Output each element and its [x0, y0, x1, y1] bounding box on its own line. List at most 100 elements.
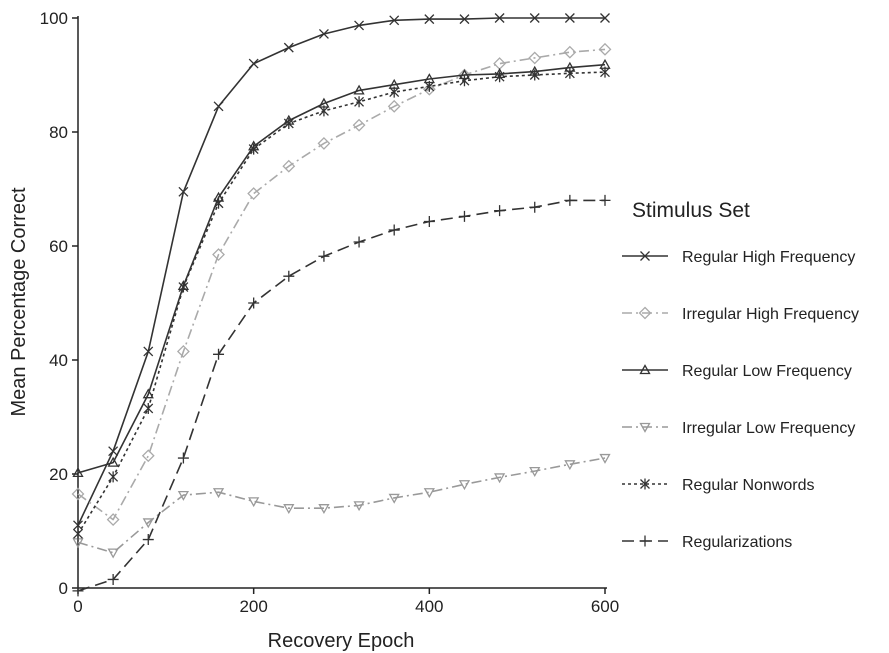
- marker-asterisk-shape: [108, 471, 119, 483]
- data-point-regular-nonwords: [143, 402, 154, 414]
- marker-plus-shape: [142, 534, 154, 546]
- data-point-regular-nonwords: [494, 71, 505, 83]
- data-point-irregular-low-frequency: [283, 504, 295, 515]
- data-point-regularizations: [599, 194, 611, 206]
- marker-x-shape: [354, 20, 365, 31]
- data-point-regularizations: [72, 585, 84, 597]
- x-tick-label: 600: [591, 597, 619, 616]
- data-point-regular-high-frequency: [213, 101, 224, 112]
- marker-diamond-shape: [563, 45, 577, 59]
- data-point-regular-low-frequency: [107, 456, 119, 467]
- legend-marker: [639, 364, 651, 375]
- data-point-regularizations: [318, 250, 330, 262]
- marker-x-shape: [143, 346, 154, 357]
- data-point-irregular-high-frequency: [422, 82, 436, 96]
- marker-diamond-shape: [176, 345, 190, 358]
- data-point-regular-nonwords: [108, 471, 119, 483]
- data-point-irregular-low-frequency: [599, 453, 611, 464]
- marker-triangle-down-shape: [283, 504, 295, 515]
- data-point-regular-high-frequency: [143, 346, 154, 357]
- legend-label: Regular Nonwords: [682, 477, 815, 494]
- marker-triangle-down-shape: [564, 460, 576, 471]
- marker-x-shape: [389, 15, 400, 26]
- marker-asterisk-shape: [283, 117, 294, 129]
- data-point-irregular-high-frequency: [352, 118, 366, 132]
- legend: Stimulus Set Regular High Frequency Irreg…: [622, 199, 859, 551]
- marker-diamond-shape: [141, 449, 155, 463]
- y-tick-label: 0: [59, 579, 68, 598]
- series-line-regular-high-frequency: [77, 17, 605, 526]
- legend-item-regular-low-frequency: Regular Low Frequency: [622, 363, 852, 380]
- data-point-irregular-high-frequency: [563, 45, 577, 59]
- marker-plus-shape: [177, 452, 189, 464]
- series-line-regularizations: [77, 199, 605, 592]
- data-point-regular-nonwords: [529, 69, 540, 81]
- marker-x-shape: [318, 29, 329, 39]
- data-point-regular-nonwords: [283, 117, 294, 129]
- legend-item-regular-nonwords: Regular Nonwords: [622, 477, 815, 494]
- series-irregular-high-frequency: [71, 42, 612, 527]
- data-point-regularizations: [107, 573, 119, 585]
- marker-triangle-up-shape: [142, 388, 154, 399]
- marker-plus-shape: [318, 250, 330, 262]
- data-point-regularizations: [248, 297, 260, 309]
- marker-plus-shape: [353, 236, 365, 248]
- marker-x-shape: [459, 14, 470, 25]
- data-point-irregular-low-frequency: [388, 493, 400, 504]
- y-tick-label: 60: [49, 237, 68, 256]
- series-regular-high-frequency: [73, 13, 610, 531]
- marker-diamond-shape: [106, 513, 120, 527]
- marker-diamond-shape: [212, 248, 225, 261]
- legend-item-irregular-high-frequency: Irregular High Frequency: [622, 306, 859, 323]
- y-tick-label: 20: [49, 465, 68, 484]
- series-regular-low-frequency: [72, 58, 611, 478]
- data-point-irregular-low-frequency: [564, 460, 576, 471]
- data-point-regular-low-frequency: [72, 467, 84, 478]
- data-point-regularizations: [142, 534, 154, 546]
- marker-diamond-shape: [422, 82, 436, 96]
- data-point-irregular-low-frequency: [529, 467, 541, 477]
- marker-triangle-down-shape: [388, 493, 400, 504]
- x-tick-label: 400: [415, 597, 443, 616]
- marker-diamond-shape: [352, 118, 366, 132]
- marker-triangle-down-shape: [493, 473, 506, 484]
- marker-x-shape: [529, 13, 540, 23]
- marker-diamond-shape: [528, 51, 542, 65]
- data-point-regular-high-frequency: [389, 15, 400, 26]
- marker-triangle-down-shape: [212, 488, 225, 499]
- series-regular-nonwords: [73, 66, 610, 540]
- data-point-regular-high-frequency: [248, 58, 259, 69]
- data-point-regular-high-frequency: [424, 14, 435, 25]
- marker-plus-shape: [213, 348, 225, 360]
- marker-x-shape: [494, 13, 505, 23]
- data-point-regular-nonwords: [178, 281, 189, 293]
- data-point-irregular-high-frequency: [212, 248, 225, 261]
- legend-marker: [640, 478, 650, 490]
- marker-x-shape: [248, 58, 259, 69]
- data-point-regularizations: [458, 210, 470, 222]
- data-point-irregular-high-frequency: [106, 513, 120, 527]
- marker-plus-shape: [388, 224, 400, 236]
- marker-triangle-down-shape: [248, 497, 260, 508]
- marker-asterisk-shape: [424, 80, 435, 92]
- data-point-irregular-low-frequency: [142, 518, 154, 529]
- legend-item-irregular-low-frequency: Irregular Low Frequency: [622, 420, 855, 437]
- data-point-irregular-low-frequency: [107, 548, 119, 559]
- data-point-regular-nonwords: [354, 96, 365, 108]
- data-point-regular-high-frequency: [564, 13, 575, 23]
- marker-x-shape: [178, 186, 189, 197]
- marker-x-shape: [424, 14, 435, 25]
- marker-triangle-down-shape: [599, 453, 611, 464]
- legend-marker: [638, 306, 652, 320]
- data-point-regular-high-frequency: [459, 14, 470, 25]
- marker-plus-shape: [248, 297, 260, 309]
- data-point-irregular-high-frequency: [598, 42, 612, 56]
- data-point-regularizations: [423, 215, 435, 227]
- data-point-regular-nonwords: [213, 197, 224, 209]
- legend-label: Irregular High Frequency: [682, 306, 859, 323]
- legend-label: Regularizations: [682, 534, 792, 551]
- y-tick-label: 80: [49, 123, 68, 142]
- data-point-irregular-low-frequency: [318, 504, 330, 515]
- legend-marker: [640, 251, 650, 261]
- data-point-regularizations: [494, 205, 506, 217]
